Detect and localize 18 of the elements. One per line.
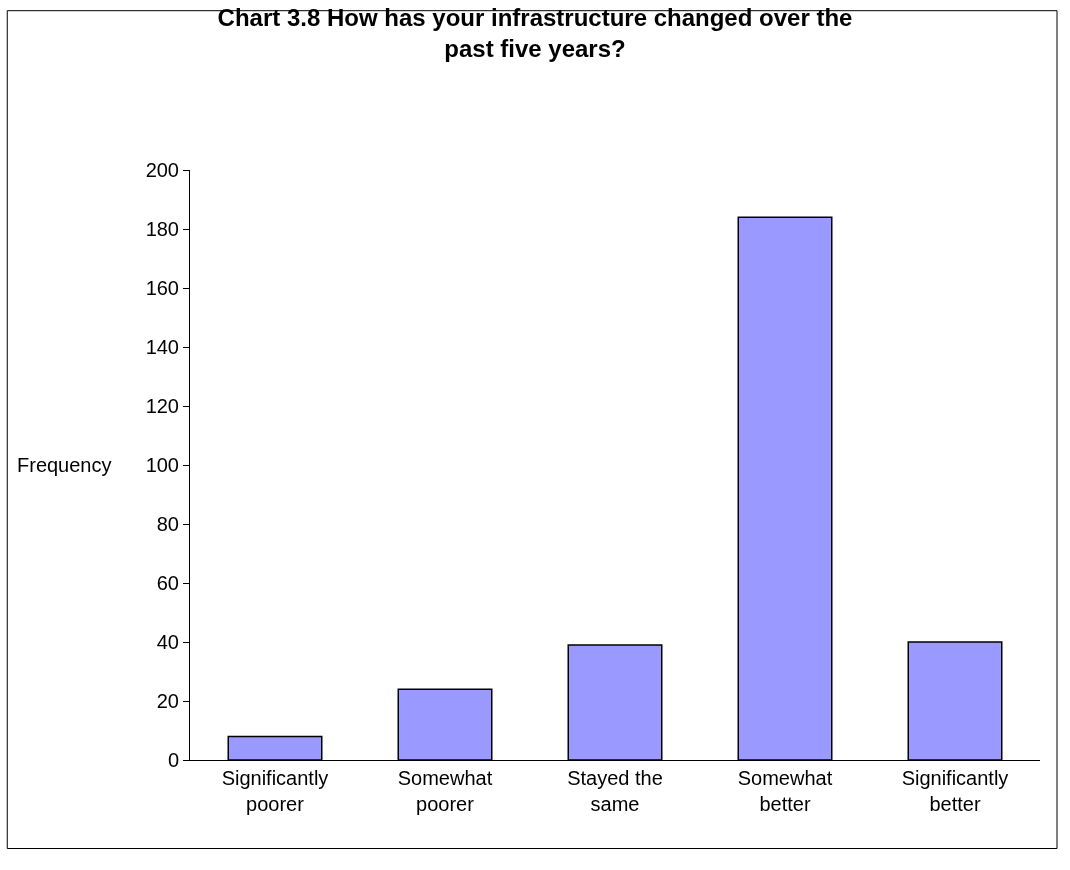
y-tick-label: 40 bbox=[156, 631, 179, 653]
y-tick-label: 180 bbox=[145, 218, 179, 240]
y-tick-label: 200 bbox=[145, 159, 179, 181]
y-tick-label: 160 bbox=[145, 277, 179, 299]
y-tick-label: 0 bbox=[167, 749, 179, 771]
x-tick-label: Somewhat poorer bbox=[397, 767, 493, 815]
chart-title: Chart 3.8 How has your infrastructure changed over the past five years? bbox=[217, 4, 853, 63]
y-tick-label: 20 bbox=[156, 690, 179, 712]
y-tick-label: 140 bbox=[145, 336, 179, 358]
y-tick-label: 80 bbox=[156, 513, 179, 535]
x-tick-label: Significantly poorer bbox=[221, 767, 329, 815]
y-axis-title: Frequency bbox=[17, 454, 112, 476]
x-tick-label: Stayed the same bbox=[567, 767, 663, 815]
y-tick-label: 100 bbox=[145, 454, 179, 476]
y-tick-label: 120 bbox=[145, 395, 179, 417]
x-tick-label: Significantly better bbox=[901, 767, 1009, 815]
y-tick-label: 60 bbox=[156, 572, 179, 594]
x-tick-label: Somewhat better bbox=[737, 767, 833, 815]
